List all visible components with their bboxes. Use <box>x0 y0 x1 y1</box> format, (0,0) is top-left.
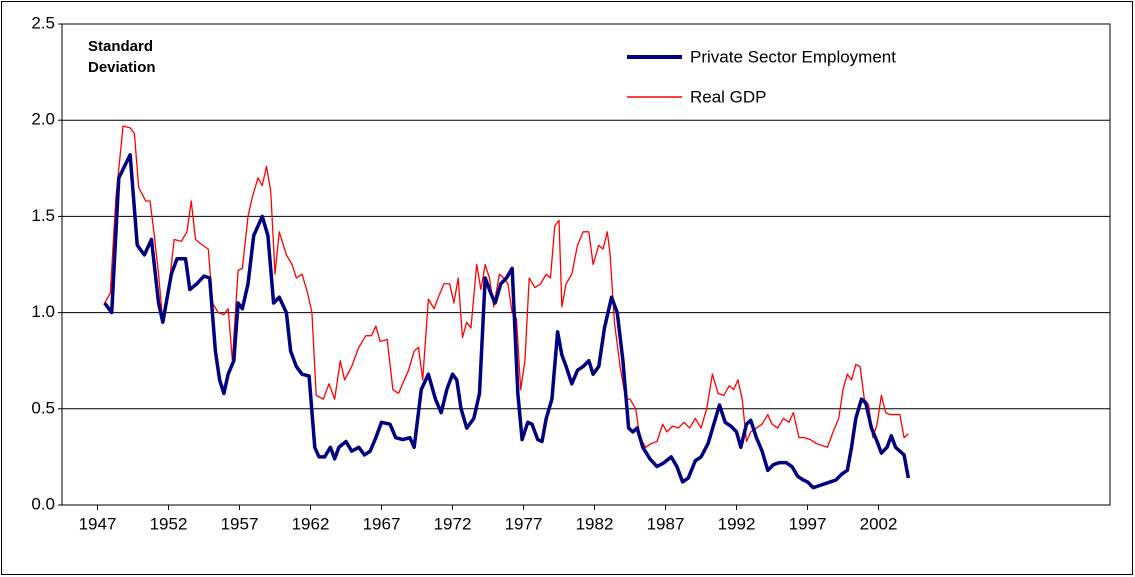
y-tick-label: 1.5 <box>31 206 55 225</box>
x-tick-label: 1967 <box>363 514 401 533</box>
y-tick-label: 0.0 <box>31 494 55 513</box>
annotation: Standard Deviation <box>88 38 156 76</box>
plot-border <box>61 23 1111 506</box>
x-tick-label: 1977 <box>505 514 543 533</box>
x-tick-label: 1952 <box>150 514 188 533</box>
x-tick-label: 1962 <box>292 514 330 533</box>
x-tick-label: 1957 <box>221 514 259 533</box>
x-tick-label: 1982 <box>576 514 614 533</box>
x-tick-label: 1972 <box>434 514 472 533</box>
y-tick-label: 2.0 <box>31 110 55 129</box>
series-line <box>103 153 911 490</box>
x-tick-label: 1992 <box>718 514 756 533</box>
x-tick-label: 2002 <box>860 514 898 533</box>
legend-label: Real GDP <box>690 87 767 106</box>
legend-label: Private Sector Employment <box>690 47 896 66</box>
y-tick-label: 1.0 <box>31 302 55 321</box>
x-tick-label: 1997 <box>789 514 827 533</box>
y-tick-label: 2.5 <box>31 13 55 32</box>
y-tick-label: 0.5 <box>31 398 55 417</box>
x-tick-label: 1947 <box>79 514 117 533</box>
x-tick-label: 1987 <box>647 514 685 533</box>
